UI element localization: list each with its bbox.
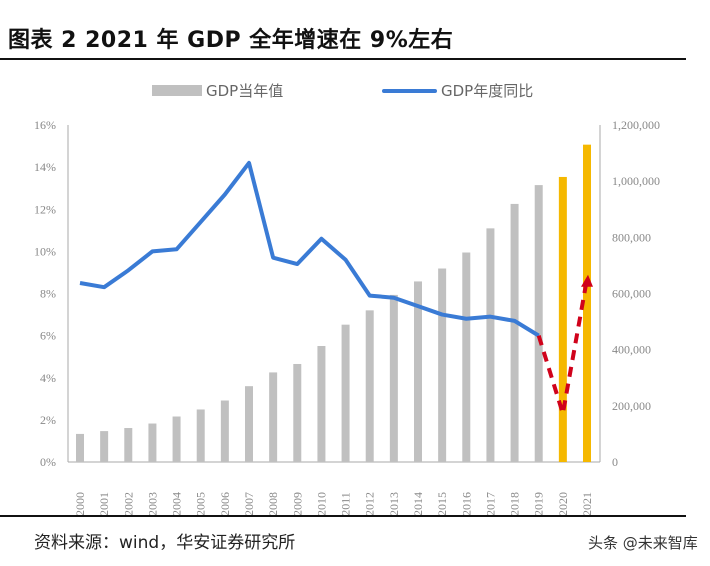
x-tick-label: 2010	[314, 492, 328, 516]
title-divider	[0, 58, 686, 60]
bar-2017	[486, 228, 495, 462]
bar-2014	[414, 281, 422, 462]
left-tick-label: 4%	[40, 371, 56, 385]
bar-2008	[269, 372, 278, 462]
bar-2005	[196, 409, 205, 462]
right-tick-label: 0	[612, 455, 618, 469]
x-tick-label: 2016	[459, 492, 473, 516]
x-tick-label: 2014	[411, 492, 425, 516]
legend-item-line: GDP年度同比	[382, 80, 533, 101]
right-tick-label: 800,000	[612, 230, 651, 244]
x-tick-label: 2009	[290, 492, 304, 516]
watermark: 头条 @未来智库	[588, 534, 698, 552]
x-tick-label: 2011	[339, 492, 353, 516]
chart: 0% 2% 4% 6% 8% 10% 12% 14% 16% 0 200,000 400,000 600…	[34, 118, 660, 516]
bar-2015	[438, 268, 447, 462]
left-tick-label: 6%	[40, 329, 56, 343]
bar-2004	[172, 416, 181, 462]
x-tick-label: 2000	[73, 492, 87, 516]
left-tick-label: 14%	[34, 160, 56, 174]
bar-2007	[245, 386, 253, 462]
x-tick-label: 2004	[170, 492, 184, 516]
right-tick-label: 1,000,000	[612, 174, 660, 188]
arrow-head-icon	[581, 274, 593, 287]
x-tick-label: 2019	[532, 492, 546, 516]
legend-swatch	[152, 85, 202, 96]
x-tick-label: 2003	[145, 492, 159, 516]
bar-2018	[510, 203, 519, 462]
x-tick-label: 2020	[556, 492, 570, 516]
bar-2000	[76, 433, 84, 462]
x-tick-label: 2007	[242, 492, 256, 516]
gdp-growth-line	[79, 160, 540, 338]
bar-2012	[365, 310, 374, 462]
source-divider	[0, 515, 686, 517]
bar-2016	[462, 252, 471, 462]
bar-2013	[389, 294, 398, 462]
left-tick-label: 16%	[34, 118, 56, 132]
chart-title: 图表 2 2021 年 GDP 全年增速在 9%左右	[8, 28, 454, 53]
bar-2001	[100, 431, 109, 462]
bar-2009	[293, 363, 302, 462]
x-tick-label: 2001	[97, 492, 111, 516]
bar-2020	[558, 176, 567, 462]
right-tick-label: 400,000	[612, 343, 651, 357]
x-tick-label: 2002	[121, 492, 135, 516]
source-note: 资料来源：wind，华安证券研究所	[34, 533, 296, 553]
left-tick-label: 12%	[34, 202, 56, 216]
legend-item-bar: GDP当年值	[152, 80, 283, 101]
right-tick-label: 200,000	[612, 399, 651, 413]
left-tick-label: 8%	[40, 287, 56, 301]
x-tick-label: 2013	[387, 492, 401, 516]
bar-2003	[148, 423, 157, 462]
bar-2010	[317, 346, 326, 462]
x-tick-label: 2012	[363, 492, 377, 516]
forecast-dashed-line	[536, 278, 589, 415]
bar-2011	[341, 324, 350, 462]
left-tick-label: 2%	[40, 413, 56, 427]
legend-label: GDP当年值	[206, 82, 284, 100]
legend-label: GDP年度同比	[441, 82, 534, 100]
x-tick-label: 2008	[266, 492, 280, 516]
left-tick-label: 10%	[34, 244, 56, 258]
x-tick-label: 2006	[218, 492, 232, 516]
bar-2002	[124, 428, 133, 462]
bar-2019	[534, 185, 543, 462]
legend-swatch	[382, 88, 437, 93]
bar-2021	[583, 144, 591, 463]
x-tick-label: 2015	[435, 492, 449, 516]
x-tick-label: 2021	[580, 492, 594, 516]
left-tick-label: 0%	[40, 455, 56, 469]
x-tick-label: 2018	[508, 492, 522, 516]
right-tick-label: 1,200,000	[612, 118, 660, 132]
x-tick-label: 2017	[483, 492, 497, 516]
x-tick-label: 2005	[194, 492, 208, 516]
right-tick-label: 600,000	[612, 287, 651, 301]
bar-2006	[220, 400, 229, 462]
